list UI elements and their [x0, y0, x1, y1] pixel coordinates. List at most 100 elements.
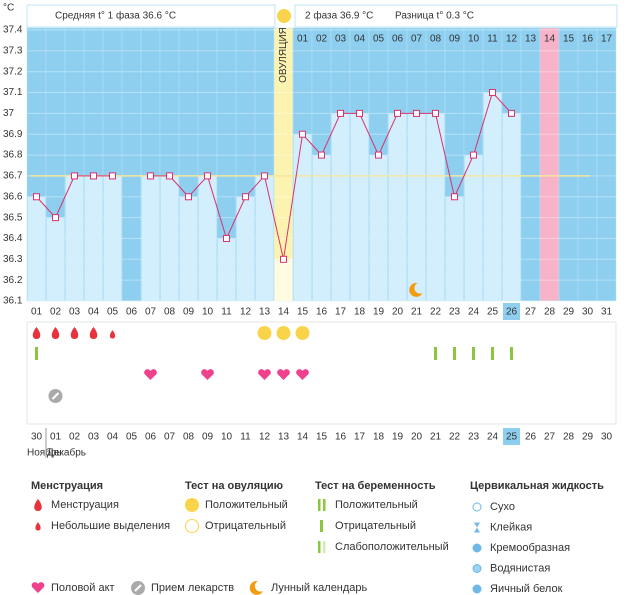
legend-icon — [323, 541, 326, 553]
x-tick-label: 07 — [145, 307, 157, 318]
phase-day-label: 07 — [411, 34, 423, 45]
phase-day-label: 14 — [544, 34, 556, 45]
legend-title: Цервикальная жидкость — [470, 480, 604, 492]
point — [451, 193, 458, 201]
column — [577, 27, 598, 302]
bar — [312, 155, 331, 301]
x-tick-label: 10 — [202, 307, 214, 318]
bar — [426, 113, 445, 301]
point — [242, 193, 249, 201]
heart-icon — [201, 369, 214, 380]
month-label: Декабрь — [47, 447, 86, 459]
bar — [483, 92, 502, 302]
date-label: 19 — [392, 432, 404, 443]
date-label: 04 — [107, 432, 119, 443]
bar — [103, 175, 122, 301]
x-tick-label: 09 — [183, 307, 195, 318]
phase-day-label: 01 — [297, 34, 309, 45]
y-tick-label: 36.3 — [3, 254, 23, 265]
y-tick-label: 37.2 — [3, 66, 23, 77]
date-label: 09 — [202, 432, 214, 443]
legend-item: Положительный — [205, 499, 288, 511]
legend-item: Менструация — [51, 499, 119, 511]
legend-icon — [323, 499, 326, 511]
drop-icon — [32, 327, 41, 339]
bar — [46, 217, 65, 301]
phase-day-label: 08 — [430, 34, 442, 45]
date-label: 23 — [468, 432, 480, 443]
phase1: Средняя t° 1 фаза 36.6 °C — [55, 10, 176, 22]
drop-icon — [34, 499, 42, 511]
bar — [179, 196, 198, 301]
date-label: 10 — [221, 432, 233, 443]
bar — [160, 175, 179, 301]
ovulation-icon — [277, 9, 291, 23]
x-tick-label: 22 — [430, 307, 442, 318]
pregnancy-test — [35, 347, 38, 360]
pregnancy-test — [434, 347, 437, 360]
date-label: 22 — [449, 432, 461, 443]
difference: Разница t° 0.3 °C — [395, 11, 474, 22]
marker-area — [26, 321, 617, 425]
legend-title: Тест на овуляцию — [185, 480, 283, 492]
legend-icon — [472, 564, 482, 573]
date-label: 11 — [240, 432, 251, 443]
point — [394, 109, 401, 117]
date-label: 27 — [544, 432, 556, 443]
ovulation-test — [295, 326, 310, 340]
x-tick-label: 08 — [164, 307, 176, 318]
pill-slash — [134, 584, 142, 592]
x-tick-label: 29 — [563, 307, 575, 318]
x-tick-label: 25 — [487, 307, 499, 318]
legend-icon — [185, 519, 199, 533]
legend-title: Менструация — [31, 480, 103, 492]
drop-icon — [35, 522, 41, 531]
phase-day-label: 02 — [316, 34, 328, 45]
x-tick-label: 05 — [107, 307, 119, 318]
date-label: 26 — [525, 432, 537, 443]
x-tick-label: 06 — [126, 307, 138, 318]
date-label: 05 — [126, 432, 138, 443]
legend-item: Сухо — [490, 501, 515, 513]
pregnancy-test — [472, 347, 475, 360]
legend-icon — [474, 522, 480, 533]
date-label: 24 — [487, 432, 499, 443]
drop-icon — [70, 327, 79, 339]
legend-item: Отрицательный — [205, 520, 286, 532]
phase-day-label: 11 — [487, 34, 498, 45]
point — [261, 172, 268, 180]
y-tick-label: 37 — [3, 108, 15, 119]
legend-item: Лунный календарь — [271, 582, 368, 594]
point — [185, 193, 192, 201]
legend-item: Слабоположительный — [335, 541, 449, 553]
heart-icon — [258, 369, 271, 380]
x-tick-label: 11 — [221, 307, 232, 318]
heart-icon — [31, 582, 45, 593]
bar — [388, 113, 407, 301]
bar — [84, 175, 103, 301]
date-label: 15 — [316, 432, 328, 443]
date-label: 02 — [69, 432, 81, 443]
y-tick-label: 36.9 — [3, 129, 23, 140]
date-label: 07 — [164, 432, 176, 443]
bar — [350, 113, 369, 301]
x-tick-label: 27 — [525, 307, 537, 318]
bar — [198, 175, 217, 301]
date-label: 08 — [183, 432, 195, 443]
column — [539, 27, 560, 302]
today-box — [503, 428, 520, 445]
date-label: 06 — [145, 432, 157, 443]
point — [489, 89, 496, 97]
x-tick-label: 31 — [601, 307, 613, 318]
y-tick-label: 36.4 — [3, 233, 23, 244]
bar — [65, 175, 84, 301]
phase-day-label: 05 — [373, 34, 385, 45]
x-tick-label: 12 — [240, 307, 252, 318]
moon-icon — [409, 282, 423, 297]
point — [90, 172, 97, 180]
y-tick-label: 36.6 — [3, 191, 23, 202]
phase-day-label: 13 — [525, 34, 537, 45]
bar — [369, 155, 388, 301]
point — [432, 109, 439, 117]
y-tick-label: 37.1 — [3, 87, 23, 98]
